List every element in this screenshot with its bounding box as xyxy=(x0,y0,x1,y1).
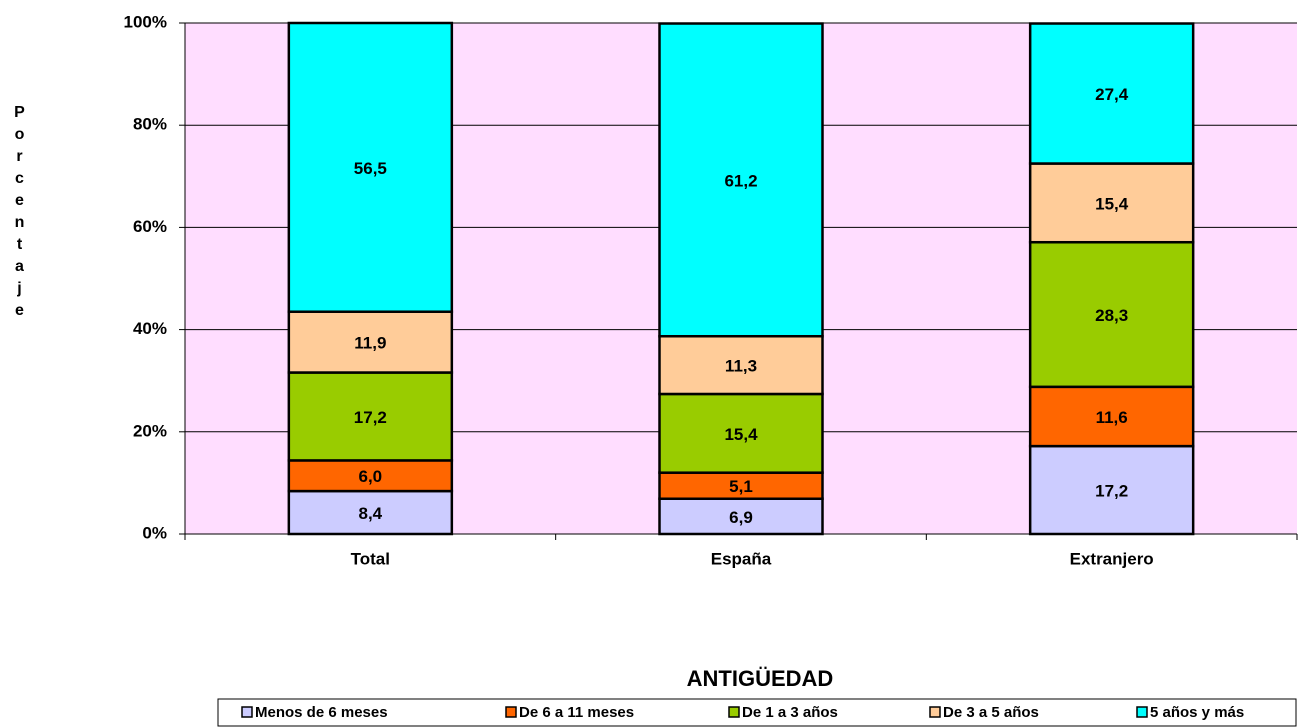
bar-segment xyxy=(658,392,824,474)
data-label: 17,2 xyxy=(1095,482,1128,501)
legend-swatch xyxy=(505,706,517,718)
bar-segment xyxy=(658,471,824,500)
y-tick-label: 40% xyxy=(133,319,167,338)
data-label: 8,4 xyxy=(359,504,383,523)
legend-swatch xyxy=(241,706,253,718)
data-label: 27,4 xyxy=(1095,85,1129,104)
data-label: 11,3 xyxy=(725,357,757,376)
legend-label: De 6 a 11 meses xyxy=(519,704,634,721)
legend-label: De 1 a 3 años xyxy=(742,704,838,721)
y-tick-label: 80% xyxy=(133,115,167,134)
data-label: 28,3 xyxy=(1095,306,1128,325)
x-tick-label: Total xyxy=(351,549,390,568)
legend-label: Menos de 6 meses xyxy=(255,704,388,721)
data-label: 11,9 xyxy=(354,334,386,353)
data-label: 56,5 xyxy=(354,159,387,178)
bar-segment xyxy=(658,497,824,536)
bar-segment xyxy=(287,21,454,313)
legend-swatch xyxy=(728,706,740,718)
legend-swatch xyxy=(1136,706,1148,718)
legend-label: De 3 a 5 años xyxy=(943,704,1039,721)
bar-segment xyxy=(287,459,454,493)
data-label: 11,6 xyxy=(1096,408,1128,427)
x-tick-label: Extranjero xyxy=(1070,549,1154,568)
legend-label: 5 años y más xyxy=(1150,704,1244,721)
y-axis-title: Porcentaje xyxy=(11,104,28,324)
data-label: 17,2 xyxy=(354,408,387,427)
legend-box xyxy=(217,698,1297,727)
x-axis-title: ANTIGÜEDAD xyxy=(687,666,834,691)
data-label: 15,4 xyxy=(1095,194,1129,213)
data-label: 6,0 xyxy=(359,467,383,486)
legend-swatch xyxy=(929,706,941,718)
x-tick-label: España xyxy=(711,549,772,568)
data-label: 15,4 xyxy=(724,425,758,444)
bar-segment xyxy=(658,22,824,338)
data-label: 5,1 xyxy=(729,477,753,496)
bar-segment xyxy=(1028,22,1195,165)
bar-segment xyxy=(658,334,824,396)
y-tick-label: 20% xyxy=(133,421,167,440)
data-label: 6,9 xyxy=(729,508,753,527)
bar-segment xyxy=(1028,162,1195,244)
y-tick-label: 0% xyxy=(142,523,167,542)
y-tick-label: 100% xyxy=(124,12,167,31)
data-label: 61,2 xyxy=(724,171,757,190)
y-tick-label: 60% xyxy=(133,217,167,236)
